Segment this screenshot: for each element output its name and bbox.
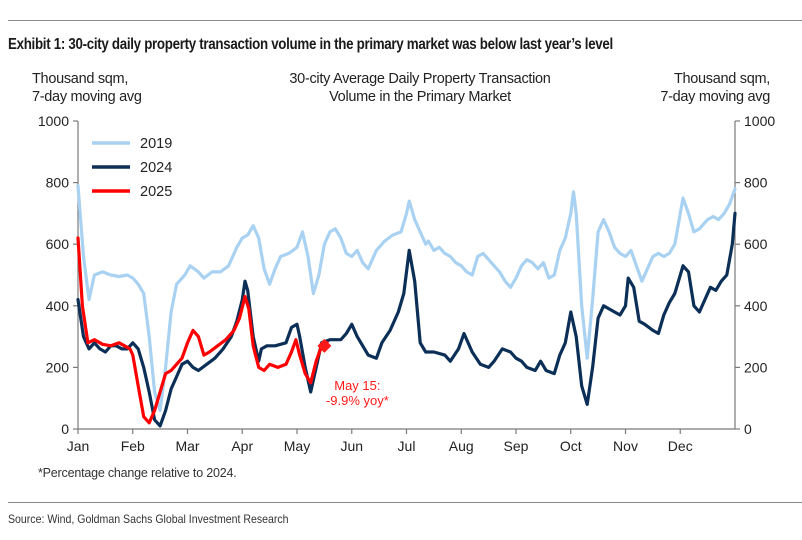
series-line-2024 [76,211,737,428]
chart-title: 30-city Average Daily Property Transacti… [200,70,640,106]
annotation-text-line: May 15: [334,378,380,393]
left-y-tick-label: 400 [46,298,70,314]
left-y-tick-label: 600 [46,236,70,252]
left-axis-unit-label: Thousand sqm, 7-day moving avg [32,70,162,106]
chart-title-line-2: Volume in the Primary Market [329,89,511,105]
x-tick-label: Mar [175,438,199,454]
legend-label-2025: 2025 [140,184,172,200]
right-unit-line-1: Thousand sqm, [673,71,770,87]
x-tick-label: Dec [668,438,693,454]
right-y-tick-label: 600 [744,236,768,252]
series-layer [76,184,737,428]
left-unit-line-1: Thousand sqm, [32,71,129,87]
right-y-tick-label: 200 [744,359,768,375]
annotation-marker-diamond [317,338,332,353]
x-tick-label: Jul [398,438,416,454]
x-tick-label: Oct [560,438,582,454]
series-line-2025 [76,236,329,425]
source-note: Source: Wind, Goldman Sachs Global Inves… [8,512,289,526]
annotation-text-line: -9.9% yoy* [326,393,389,408]
top-rule [8,20,802,21]
left-y-tick-label: 200 [46,359,70,375]
series-line-2019 [76,184,737,413]
exhibit-title: Exhibit 1: 30-city daily property transa… [8,36,613,53]
right-y-tick-label: 400 [744,298,768,314]
left-y-tick-label: 800 [46,175,70,191]
x-tick-label: May [284,438,310,454]
x-tick-label: Aug [449,438,474,454]
left-unit-line-2: 7-day moving avg [32,89,142,105]
right-axis-unit-label: Thousand sqm, 7-day moving avg [630,70,770,106]
annotation-layer: May 15:-9.9% yoy* [317,338,389,408]
left-y-tick-label: 1000 [38,113,69,129]
right-y-tick-label: 1000 [744,113,775,129]
bottom-rule [8,502,802,503]
footnote: *Percentage change relative to 2024. [38,466,237,480]
axes: 0 0 200 200 400 400 600 600 800 800 1000 1000 Jan Feb… [38,113,776,454]
chart-title-line-1: 30-city Average Daily Property Transacti… [289,71,551,87]
right-y-tick-label: 800 [744,175,768,191]
x-tick-label: Jan [67,438,90,454]
right-y-tick-label: 0 [744,421,752,437]
right-unit-line-2: 7-day moving avg [660,89,770,105]
x-tick-label: Feb [121,438,145,454]
legend-label-2024: 2024 [140,160,172,176]
left-y-tick-label: 0 [61,421,69,437]
legend-label-2019: 2019 [140,136,172,152]
legend: 2019 2024 2025 [92,136,172,200]
x-tick-label: Apr [231,438,253,454]
x-tick-label: Nov [613,438,638,454]
x-tick-label: Sep [504,438,529,454]
x-tick-label: Jun [340,438,363,454]
